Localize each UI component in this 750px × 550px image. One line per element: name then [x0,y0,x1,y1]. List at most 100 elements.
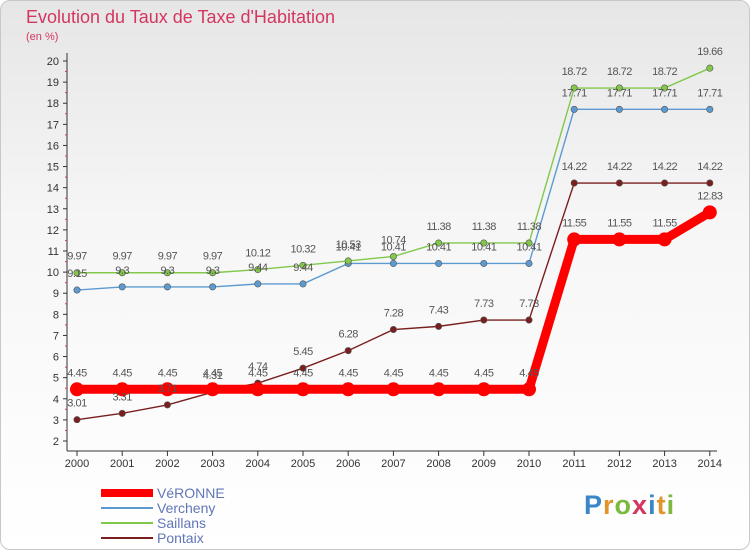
data-point-0 [115,382,130,397]
y-tick-label: 11 [48,246,59,258]
legend-swatch-saillans [101,522,153,525]
y-tick-label: 6 [53,352,59,364]
data-label-2: 18.72 [562,66,587,78]
data-label-0: 4.45 [248,367,268,379]
x-tick-label: 2008 [426,458,450,470]
legend-label-veronne: VéRONNE [157,484,225,501]
data-point-2 [525,239,533,247]
legend-swatch-pontaix [101,537,153,540]
data-point-0 [205,382,220,397]
data-point-0 [476,382,491,397]
data-label-2: 18.72 [607,66,632,78]
data-point-3 [435,322,443,330]
data-label-2: 10.12 [245,248,270,260]
y-tick-label: 14 [47,183,59,195]
y-tick-label: 18 [47,98,59,110]
data-point-3 [480,316,488,324]
legend-item-veronne: VéRONNE [101,485,225,500]
data-point-1 [570,105,578,113]
data-label-3: 3.31 [112,391,132,403]
data-label-1: 9.44 [293,262,313,274]
data-label-2: 11.38 [426,221,451,233]
legend: VéRONNE Vercheny Saillans Pontaix [101,485,225,545]
data-point-2 [209,269,217,277]
data-label-3: 5.45 [293,346,313,358]
data-point-2 [344,257,352,265]
x-tick-label: 2003 [200,458,224,470]
chart-title: Evolution du Taux de Taxe d'Habitation [26,7,335,27]
data-label-0: 4.45 [429,367,449,379]
data-label-0: 4.45 [338,367,358,379]
data-point-0 [296,382,310,397]
legend-item-saillans: Saillans [101,515,225,530]
data-label-3: 14.22 [697,161,722,173]
data-label-0: 4.45 [67,367,87,379]
data-label-3: 14.22 [562,161,587,173]
data-label-3: 14.22 [607,161,632,173]
data-label-1: 17.71 [607,87,632,99]
proxiti-logo: Proxiti [584,490,676,520]
data-point-3 [706,179,714,187]
data-point-2 [615,84,623,92]
y-tick-label: 13 [47,204,59,216]
x-tick-label: 2013 [652,458,676,470]
data-point-1 [163,283,171,291]
y-tick-label: 16 [47,140,59,152]
x-tick-label: 2004 [246,458,270,470]
data-point-1 [706,105,714,113]
x-tick-label: 2006 [336,458,360,470]
data-label-3: 14.22 [652,161,677,173]
data-label-0: 4.45 [158,367,178,379]
data-point-2 [73,269,81,277]
data-point-0 [386,382,401,397]
data-label-3: 4.31 [203,370,223,382]
legend-label-pontaix: Pontaix [157,529,204,546]
legend-item-pontaix: Pontaix [101,530,225,545]
data-point-3 [163,401,171,409]
data-label-1: 10.41 [336,241,361,253]
y-tick-label: 12 [47,225,59,237]
data-label-0: 4.45 [293,367,313,379]
data-label-1: 9.3 [206,265,220,277]
data-point-0 [612,232,627,247]
data-point-2 [480,239,488,247]
data-label-2: 11.38 [517,221,542,233]
data-label-3: 7.73 [519,298,539,310]
data-point-3 [525,316,533,324]
y-tick-label: 17 [47,119,59,131]
data-point-2 [435,239,443,247]
x-tick-label: 2001 [110,458,134,470]
data-label-1: 17.71 [697,87,722,99]
data-point-0 [657,232,672,247]
data-label-1: 10.41 [426,241,451,253]
y-tick-label: 8 [53,309,59,321]
data-label-3: 7.28 [384,308,404,320]
data-point-1 [525,259,533,267]
data-point-3 [118,409,126,417]
x-tick-label: 2009 [472,458,496,470]
data-point-1 [118,283,126,291]
data-label-0: 4.45 [474,367,494,379]
data-label-2: 9.97 [67,251,87,263]
data-point-2 [299,261,307,269]
data-point-0 [341,382,356,397]
data-label-0: 11.55 [652,217,677,229]
data-label-1: 10.41 [381,241,406,253]
data-label-2: 19.66 [697,46,722,58]
legend-label-saillans: Saillans [157,514,207,531]
data-label-0: 11.55 [562,217,587,229]
x-tick-label: 2012 [607,458,631,470]
data-label-1: 9.3 [161,265,175,277]
y-tick-label: 10 [47,267,59,279]
data-label-0: 4.45 [384,367,404,379]
data-label-1: 10.41 [471,241,496,253]
data-point-2 [661,84,669,92]
y-tick-label: 5 [53,373,59,385]
x-tick-label: 2014 [698,458,722,470]
data-label-3: 3.01 [67,398,87,410]
data-label-1: 10.41 [516,241,541,253]
data-point-1 [615,105,623,113]
data-point-0 [70,382,84,397]
